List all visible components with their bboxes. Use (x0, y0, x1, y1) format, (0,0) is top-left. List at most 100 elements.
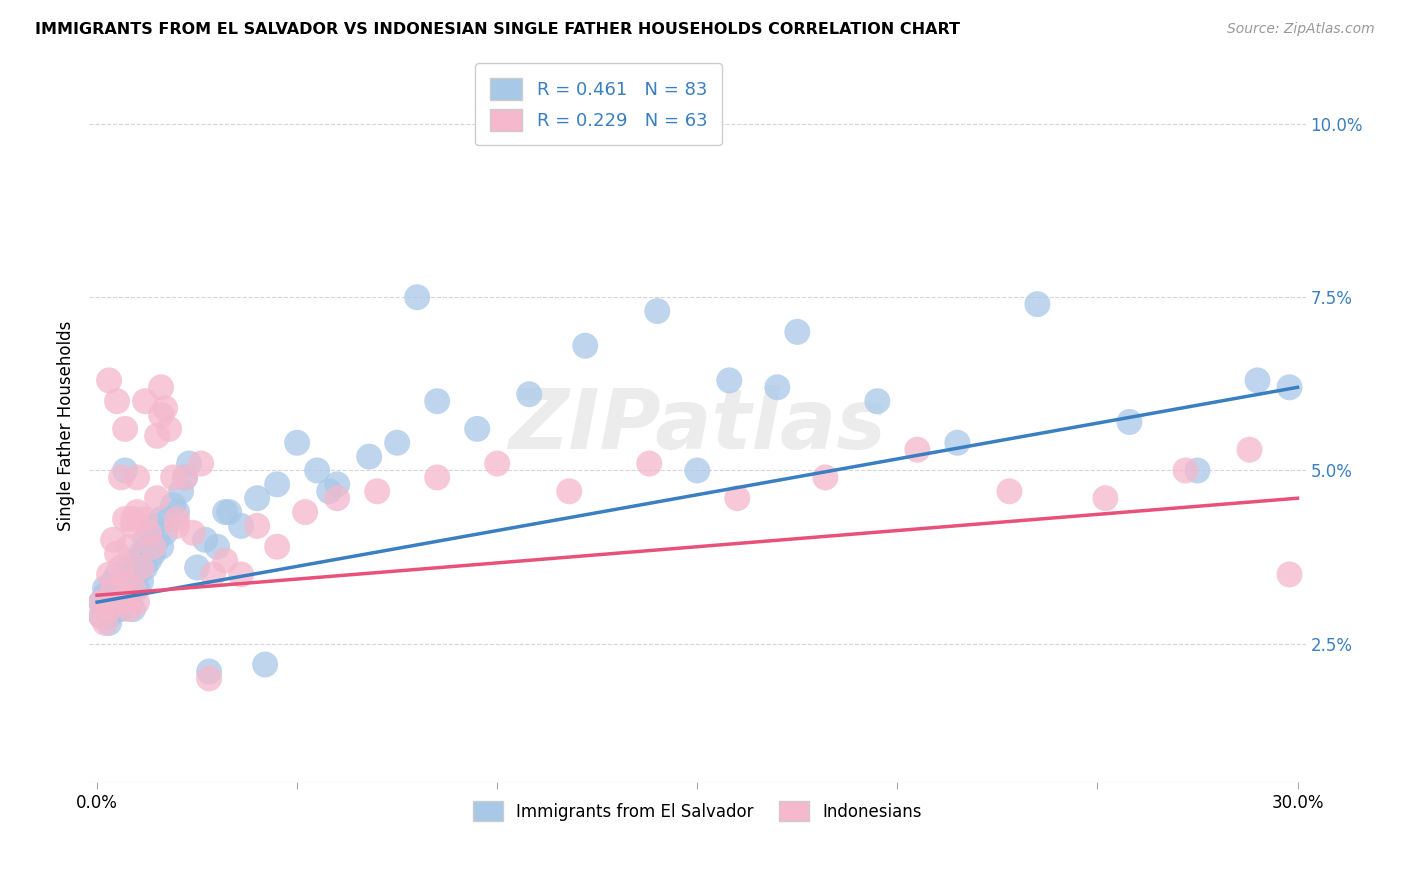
Point (385, 435, 408, 450)
Point (94, 588, 117, 602)
Point (122, 519, 145, 533)
Point (101, 595, 124, 609)
Point (1094, 491, 1116, 506)
Point (194, 533, 217, 547)
Point (1278, 380, 1301, 394)
Point (118, 595, 141, 609)
Point (686, 463, 709, 477)
Point (101, 582, 124, 596)
Point (98, 615, 121, 630)
Point (129, 547, 152, 561)
Point (177, 457, 200, 471)
Point (359, 450, 381, 464)
Point (105, 547, 128, 561)
Point (105, 394, 128, 409)
Point (905, 442, 928, 457)
Point (214, 505, 236, 519)
Point (326, 477, 349, 491)
Point (1239, 442, 1261, 457)
Point (110, 470, 132, 484)
Point (318, 484, 340, 499)
Point (98, 602, 121, 616)
Point (1278, 567, 1301, 582)
Point (142, 540, 165, 554)
Point (162, 470, 184, 484)
Point (266, 477, 288, 491)
Point (157, 422, 180, 436)
Point (90, 595, 112, 609)
Point (114, 574, 136, 589)
Point (105, 582, 128, 596)
Point (142, 519, 165, 533)
Point (426, 394, 449, 409)
Point (198, 665, 221, 679)
Point (101, 602, 124, 616)
Point (114, 582, 136, 596)
Point (285, 435, 308, 450)
Point (229, 567, 252, 582)
Point (122, 574, 145, 589)
Point (214, 553, 236, 567)
Text: IMMIGRANTS FROM EL SALVADOR VS INDONESIAN SINGLE FATHER HOUSEHOLDS CORRELATION C: IMMIGRANTS FROM EL SALVADOR VS INDONESIA… (35, 22, 960, 37)
Point (366, 484, 388, 499)
Point (153, 525, 176, 540)
Point (574, 339, 596, 353)
Point (142, 547, 165, 561)
Point (150, 380, 173, 394)
Point (90, 609, 112, 624)
Point (122, 582, 145, 596)
Point (94, 615, 117, 630)
Point (138, 540, 160, 554)
Point (127, 505, 149, 519)
Point (138, 553, 160, 567)
Point (153, 401, 176, 416)
Point (105, 595, 128, 609)
Point (157, 512, 180, 526)
Point (98, 588, 121, 602)
Point (127, 582, 149, 596)
Point (129, 574, 152, 589)
Point (170, 484, 193, 499)
Point (114, 512, 136, 526)
Point (122, 602, 145, 616)
Point (166, 512, 188, 526)
Point (645, 304, 668, 318)
Point (218, 505, 240, 519)
Point (90, 595, 112, 609)
Point (814, 470, 837, 484)
Point (486, 457, 509, 471)
Point (118, 560, 141, 574)
Point (1026, 297, 1049, 311)
Legend: Immigrants from El Salvador, Indonesians: Immigrants from El Salvador, Indonesians (460, 788, 935, 835)
Point (134, 533, 156, 547)
Point (294, 505, 316, 519)
Point (122, 560, 145, 574)
Point (326, 491, 349, 506)
Point (517, 387, 540, 401)
Point (105, 602, 128, 616)
Point (150, 408, 173, 422)
Point (114, 422, 136, 436)
Point (198, 672, 221, 686)
Point (254, 657, 277, 672)
Point (134, 512, 156, 526)
Point (98, 609, 121, 624)
Point (105, 567, 128, 582)
Point (866, 394, 889, 409)
Point (134, 394, 156, 409)
Point (105, 595, 128, 609)
Point (725, 491, 748, 506)
Point (118, 588, 141, 602)
Point (134, 560, 156, 574)
Point (174, 470, 197, 484)
Point (266, 540, 288, 554)
Point (129, 560, 152, 574)
Point (406, 290, 429, 304)
Point (998, 484, 1021, 499)
Point (127, 553, 149, 567)
Point (558, 484, 581, 499)
Point (246, 519, 269, 533)
Point (946, 435, 969, 450)
Point (118, 602, 141, 616)
Point (1246, 373, 1268, 387)
